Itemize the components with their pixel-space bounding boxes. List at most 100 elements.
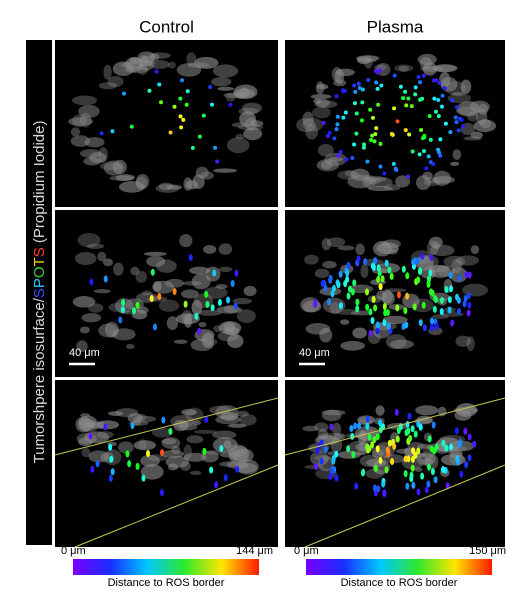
- tissue: [382, 315, 408, 325]
- tissue: [226, 137, 250, 154]
- tissue: [189, 470, 202, 476]
- tissue: [305, 123, 319, 140]
- spot: [184, 102, 189, 107]
- spot: [392, 73, 397, 78]
- spot: [367, 433, 372, 441]
- spot: [194, 312, 199, 320]
- spot: [213, 145, 218, 150]
- tissue: [236, 410, 249, 417]
- tissue: [243, 285, 257, 297]
- tissue: [398, 65, 409, 72]
- spot: [404, 103, 409, 108]
- spot: [438, 137, 443, 142]
- spot: [208, 85, 213, 90]
- spot: [350, 432, 355, 440]
- spot: [374, 126, 379, 131]
- spot: [376, 264, 381, 272]
- tissue: [470, 131, 483, 139]
- colorbar: [306, 559, 492, 575]
- spot: [352, 83, 357, 88]
- spot: [355, 305, 360, 313]
- spot: [341, 115, 346, 120]
- spot: [338, 270, 343, 278]
- spot: [334, 450, 339, 458]
- spot: [395, 304, 400, 312]
- spot: [467, 454, 472, 462]
- tissue: [88, 303, 104, 313]
- spot: [338, 302, 343, 310]
- tissue: [89, 152, 107, 163]
- tissue: [449, 267, 468, 283]
- spot: [424, 486, 429, 494]
- tissue: [182, 280, 202, 286]
- spot: [181, 117, 186, 122]
- spot: [432, 446, 437, 454]
- plane-line: [74, 464, 279, 548]
- tissue: [125, 343, 135, 350]
- spot: [416, 488, 421, 496]
- tissue: [359, 454, 380, 468]
- spot: [413, 451, 418, 459]
- spot: [375, 327, 380, 335]
- tissue: [389, 339, 414, 349]
- tissue: [167, 463, 179, 471]
- spot: [428, 269, 433, 277]
- spot: [328, 472, 333, 480]
- spot: [424, 166, 429, 171]
- tissue: [302, 118, 324, 132]
- tissue: [233, 88, 256, 98]
- spot: [421, 149, 426, 154]
- spot: [441, 466, 446, 474]
- tissue: [428, 236, 443, 248]
- spot: [327, 298, 332, 306]
- tissue: [304, 254, 319, 265]
- spot: [418, 97, 423, 102]
- spot: [421, 73, 426, 78]
- spot: [411, 447, 416, 455]
- colorbar-min: 0 μm: [61, 545, 86, 557]
- spot: [431, 421, 436, 429]
- spot: [466, 292, 471, 300]
- spot: [335, 114, 340, 119]
- spot: [429, 317, 434, 325]
- spot: [450, 98, 455, 103]
- spot: [234, 269, 239, 277]
- spot: [378, 456, 383, 464]
- spot: [430, 289, 435, 297]
- spot: [449, 443, 454, 451]
- spot: [353, 89, 358, 94]
- spot: [382, 303, 387, 311]
- tissue: [374, 64, 387, 71]
- tissue: [243, 127, 263, 141]
- tissue: [72, 296, 96, 308]
- spot: [419, 127, 424, 132]
- spot: [457, 441, 462, 449]
- tissue: [74, 251, 97, 266]
- spot: [178, 96, 183, 101]
- spot: [370, 133, 375, 138]
- spot: [375, 433, 380, 441]
- spot: [146, 450, 151, 458]
- spot: [456, 296, 461, 304]
- spot: [346, 292, 351, 300]
- spot: [157, 292, 162, 300]
- spot: [459, 470, 464, 478]
- spot: [99, 131, 104, 136]
- tissue: [193, 429, 218, 434]
- spot: [429, 254, 434, 262]
- spot: [135, 301, 140, 309]
- spot: [433, 476, 438, 484]
- spot: [178, 114, 183, 119]
- spot: [442, 86, 447, 91]
- spot: [433, 296, 438, 304]
- plane-line: [54, 397, 279, 456]
- spot: [416, 447, 421, 455]
- tissue: [217, 86, 235, 91]
- tissue: [360, 264, 369, 278]
- tissue: [189, 266, 211, 275]
- tissue: [239, 111, 256, 127]
- tissue: [432, 64, 457, 73]
- tissue: [103, 64, 112, 80]
- spot: [168, 427, 173, 435]
